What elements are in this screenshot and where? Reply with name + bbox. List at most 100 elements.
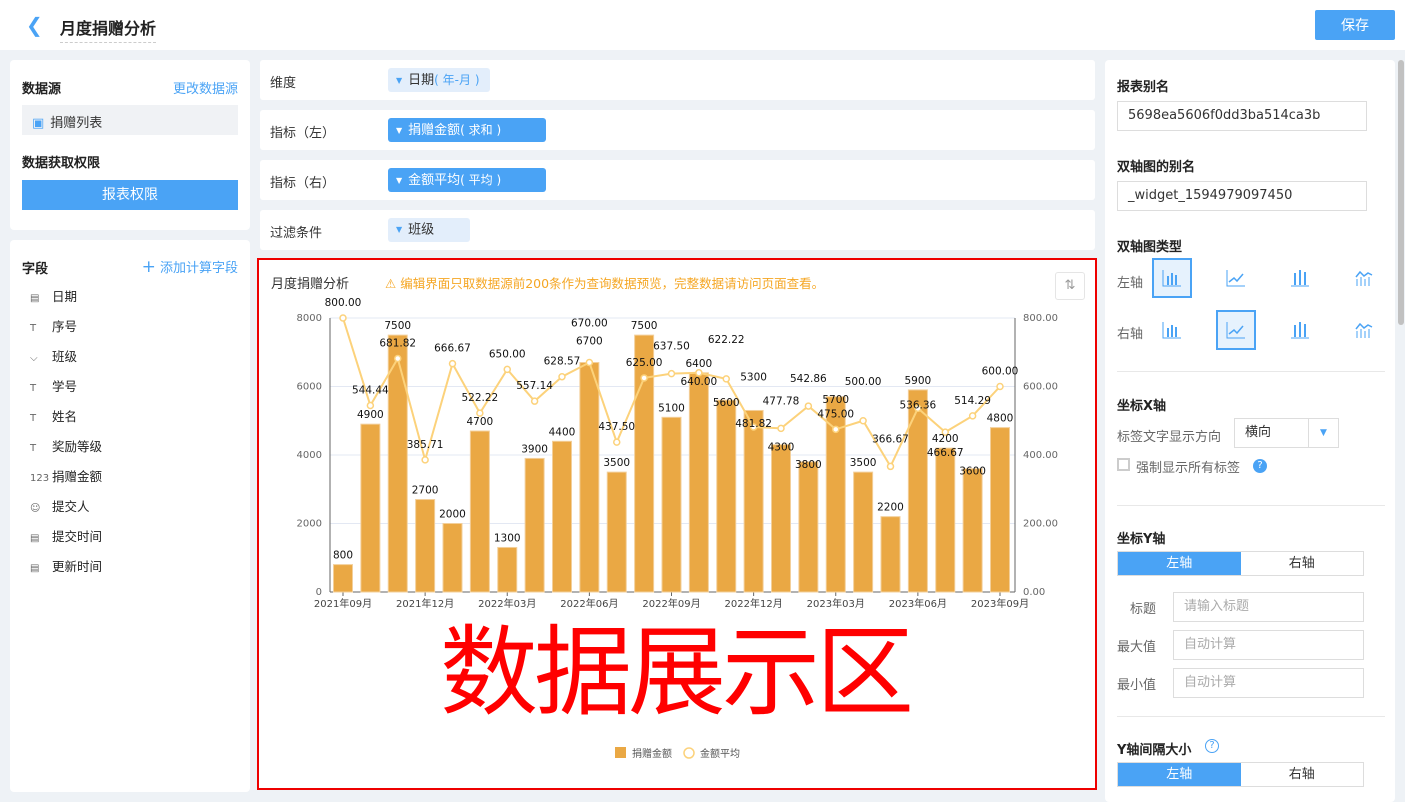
add-calculated-field-button[interactable]: + 添加计算字段 [142,257,238,277]
field-item[interactable]: T 姓名 [30,406,77,425]
bar-data-label: 800 [333,550,353,562]
right-axis-tick: 400.00 [1023,450,1058,461]
field-item[interactable]: ⌵ 班级 [30,346,77,365]
page-title[interactable]: 月度捐赠分析 [60,15,157,43]
bar-data-label: 5300 [740,371,767,383]
right-axis-bar-line-icon[interactable] [1344,310,1384,350]
field-item[interactable]: T 序号 [30,316,77,335]
left-axis-stacked-bar-icon[interactable] [1280,258,1320,298]
report-permission-button[interactable]: 报表权限 [22,180,238,210]
line-point [968,412,977,420]
top-bar [0,0,1405,50]
force-labels-checkbox[interactable] [1117,458,1130,471]
line-point [476,409,484,417]
line-point [558,372,566,381]
bar-data-label: 3500 [603,457,630,469]
tab-right-axis[interactable]: 右轴 [1288,556,1315,571]
right-metric-pill[interactable]: ▼ 金额平均( 平均 ) [388,168,546,192]
right-axis-line-chart-icon[interactable] [1216,310,1256,350]
bar-data-label: 5100 [658,402,685,414]
line-data-label: 670.00 [571,318,608,330]
tab-left-axis[interactable]: 左轴 [1118,763,1241,786]
back-chevron-icon[interactable]: ❮ [26,13,43,37]
left-axis-bar-chart-icon[interactable] [1152,258,1192,298]
bar [333,564,353,593]
alias-input[interactable]: 5698ea5606f0dd3ba514ca3b [1117,101,1367,131]
help-icon[interactable]: ? [1205,739,1219,753]
date-icon: ▤ [30,563,40,574]
tab-right-axis[interactable]: 右轴 [1288,767,1315,782]
field-label: 姓名 [52,409,78,424]
fields-title: 字段 [22,262,49,277]
dimension-value: 日期 [408,73,435,88]
bar [606,471,627,593]
swap-axis-icon[interactable]: ⇅ [1055,272,1085,300]
field-item[interactable]: T 奖励等级 [30,436,102,455]
dual-axis-chart: 0 2000 4000 6000 8000 0.00 200.00 400.00 600.00 8… [297,297,1058,760]
line-data-label: 622.22 [708,334,745,346]
dimension-pill[interactable]: ▼ 日期( 年-月 ) [388,68,490,92]
field-label: 提交人 [52,499,90,514]
filter-pill[interactable]: ▼ 班级 [388,218,470,242]
line-point [394,354,402,363]
left-metric-pill[interactable]: ▼ 捐赠金额( 求和 ) [388,118,546,142]
bar-data-label: 7500 [384,320,411,332]
line-point [530,397,539,405]
bar-data-label: 4700 [467,416,494,428]
filter-value: 班级 [408,222,435,238]
y-axis-tabs: 左轴 右轴 [1117,551,1364,576]
plus-icon: + [141,257,156,277]
right-axis-tick: 800.00 [1023,313,1058,324]
text-icon: T [30,383,37,394]
scrollbar[interactable] [1398,60,1404,325]
caret-down-icon[interactable]: ▼ [1308,419,1338,447]
datasource-table[interactable]: ▣ 捐赠列表 [22,105,238,135]
user-icon: ☺ [30,503,41,514]
bar [853,471,874,593]
left-metric-row: 指标（左） ▼ 捐赠金额( 求和 ) [260,110,1095,150]
chart-title: 月度捐赠分析 [271,277,350,292]
line-data-label: 650.00 [489,348,526,360]
bar [743,409,764,593]
field-item[interactable]: ☺ 提交人 [30,496,90,515]
field-item[interactable]: 123 捐赠金额 [30,466,102,485]
right-axis-label: 右轴 [1117,327,1144,342]
y-min-input[interactable]: 自动计算 [1173,668,1364,698]
left-axis-line-chart-icon[interactable] [1216,258,1256,298]
x-axis-tick: 2023年09月 [971,597,1029,610]
widget-alias-input[interactable]: _widget_1594979097450 [1117,181,1367,211]
line-point [667,369,676,378]
y-max-input[interactable]: 自动计算 [1173,630,1364,660]
field-item[interactable]: ▤ 提交时间 [30,526,102,545]
left-axis-bar-line-icon[interactable] [1344,258,1384,298]
widget-alias-title: 双轴图的别名 [1117,160,1196,175]
label-direction-select[interactable]: 横向 ▼ [1234,418,1339,448]
change-datasource-link[interactable]: 更改数据源 [172,82,238,97]
bar-data-label: 2000 [439,509,466,521]
help-icon[interactable]: ? [1253,459,1267,473]
field-label: 班级 [52,349,78,364]
add-field-label: 添加计算字段 [159,261,238,276]
right-axis-bar-chart-icon[interactable] [1152,310,1192,350]
preview-notice: ⚠ 编辑界面只取数据源前200条作为查询数据预览，完整数据请访问页面查看。 [385,273,824,292]
file-icon: ▣ [32,116,45,131]
y-gap-title: Y轴间隔大小 [1117,743,1192,758]
save-button[interactable]: 保存 [1315,10,1395,40]
line-data-label: 600.00 [982,366,1019,378]
field-item[interactable]: T 学号 [30,376,77,395]
line-point [804,402,813,410]
bar [579,362,600,593]
tab-left-axis[interactable]: 左轴 [1118,552,1241,575]
y-title-input[interactable]: 请输入标题 [1173,592,1364,622]
right-axis-stacked-bar-icon[interactable] [1280,310,1320,350]
field-item[interactable]: ▤ 日期 [30,286,77,305]
field-item[interactable]: ▤ 更新时间 [30,556,102,575]
line-point [859,417,867,425]
filter-label: 过滤条件 [270,226,323,241]
divider [1117,505,1385,506]
bar [661,416,682,593]
bar-data-label: 4200 [932,433,959,445]
legend-bar-swatch [615,747,626,758]
field-label: 日期 [52,289,78,304]
y-min-label: 最小值 [1117,678,1157,693]
